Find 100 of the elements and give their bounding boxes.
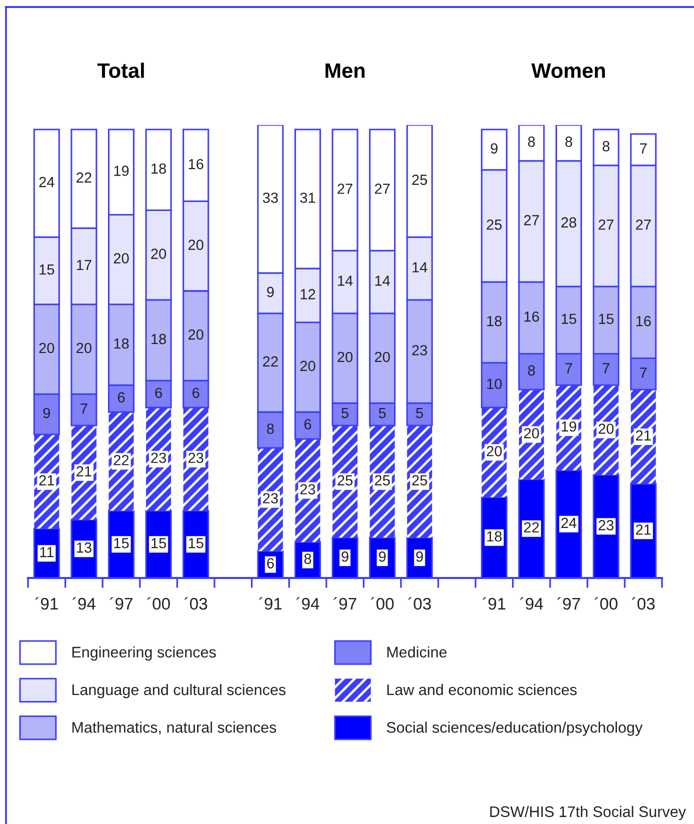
data-label: 8 <box>528 136 535 147</box>
x-tick-label: ´91 <box>35 597 58 610</box>
data-label: 7 <box>80 404 88 414</box>
data-label: 23 <box>188 452 204 464</box>
chart-title: Total <box>97 62 144 78</box>
x-tick-label: ´03 <box>408 597 431 610</box>
data-label: 6 <box>267 558 274 568</box>
data-label: 27 <box>598 220 614 230</box>
data-label: 14 <box>338 276 353 286</box>
legend-label: Mathematics, natural sciences <box>72 722 276 735</box>
data-label: 9 <box>378 551 386 562</box>
x-tick-label: ´97 <box>110 597 132 610</box>
data-label: 24 <box>561 518 576 528</box>
legend-label: Social sciences/education/psychology <box>386 722 643 736</box>
data-label: 15 <box>152 538 166 548</box>
bar <box>407 426 432 538</box>
data-label: 12 <box>300 289 316 300</box>
data-label: 15 <box>562 314 576 324</box>
data-label: 20 <box>76 342 92 354</box>
data-label: 20 <box>114 253 129 264</box>
legend-label: Engineering sciences <box>72 646 216 661</box>
x-tick-label: ´94 <box>520 597 544 610</box>
data-label: 14 <box>412 262 428 272</box>
data-label: 23 <box>598 520 614 530</box>
data-label: 15 <box>188 538 204 548</box>
bar <box>332 426 358 538</box>
data-label: 25 <box>338 475 352 486</box>
data-label: 17 <box>76 260 92 270</box>
data-label: 23 <box>151 452 166 464</box>
data-label: 15 <box>40 264 54 275</box>
chart-title: Women <box>531 63 605 78</box>
data-label: 20 <box>188 240 204 250</box>
data-label: 23 <box>263 493 278 504</box>
x-tick-label: ´03 <box>184 597 208 610</box>
data-label: 20 <box>598 424 614 434</box>
data-label: 27 <box>374 184 390 194</box>
data-label: 18 <box>152 334 166 344</box>
data-label: 22 <box>263 356 278 366</box>
data-label: 21 <box>39 475 54 486</box>
data-label: 20 <box>300 360 316 372</box>
data-label: 5 <box>342 408 348 418</box>
data-label: 10 <box>487 378 502 390</box>
data-label: 8 <box>528 365 535 376</box>
data-label: 13 <box>76 542 92 553</box>
data-label: 5 <box>378 408 386 418</box>
data-label: 20 <box>486 446 502 456</box>
data-label: 22 <box>114 454 129 466</box>
data-label: 21 <box>76 466 92 476</box>
data-label: 20 <box>338 352 353 362</box>
bar <box>34 434 60 529</box>
data-label: 6 <box>155 388 162 398</box>
bar <box>108 412 134 511</box>
data-label: 27 <box>524 215 539 226</box>
data-label: 20 <box>524 428 540 438</box>
data-label: 22 <box>76 172 92 183</box>
data-label: 20 <box>374 352 390 362</box>
data-label: 18 <box>114 338 129 349</box>
data-label: 16 <box>188 158 204 170</box>
bar <box>183 408 208 511</box>
data-label: 27 <box>636 220 651 230</box>
data-label: 23 <box>412 345 428 356</box>
x-tick-label: ´00 <box>370 597 394 610</box>
data-label: 7 <box>565 363 572 374</box>
data-label: 25 <box>412 475 428 486</box>
data-label: 6 <box>118 392 125 403</box>
x-tick-label: ´03 <box>632 597 655 610</box>
data-label: 16 <box>524 311 539 322</box>
bar <box>146 408 172 511</box>
data-label: 9 <box>43 408 50 418</box>
data-label: 9 <box>416 551 423 562</box>
text: DSW/HIS 17th Social Survey <box>490 806 686 820</box>
data-label: 22 <box>524 522 539 532</box>
data-label: 7 <box>602 363 610 374</box>
data-label: 18 <box>487 531 502 542</box>
legend-label: Medicine <box>387 646 447 658</box>
data-label: 25 <box>486 220 502 230</box>
bar <box>295 438 320 542</box>
x-tick-label: ´91 <box>482 597 506 610</box>
data-label: 11 <box>40 547 54 558</box>
data-label: 14 <box>375 276 390 286</box>
bar <box>630 390 656 484</box>
data-label: 19 <box>114 166 129 176</box>
chart-title: Men <box>326 63 365 78</box>
data-label: 28 <box>561 217 576 228</box>
data-label: 9 <box>342 551 348 562</box>
data-label: 18 <box>152 163 166 174</box>
data-label: 21 <box>636 524 651 535</box>
data-label: 8 <box>565 136 572 147</box>
data-label: 25 <box>412 174 428 185</box>
x-tick-label: ´00 <box>147 597 170 610</box>
bar <box>370 426 395 538</box>
data-label: 33 <box>262 192 278 203</box>
data-label: 6 <box>192 388 200 398</box>
data-label: 16 <box>636 316 651 326</box>
data-label: 20 <box>188 329 204 340</box>
data-label: 18 <box>487 316 502 326</box>
data-label: 25 <box>374 475 390 486</box>
data-label: 23 <box>300 484 316 494</box>
x-tick-label: ´94 <box>296 597 320 610</box>
x-tick-label: ´94 <box>72 597 96 610</box>
